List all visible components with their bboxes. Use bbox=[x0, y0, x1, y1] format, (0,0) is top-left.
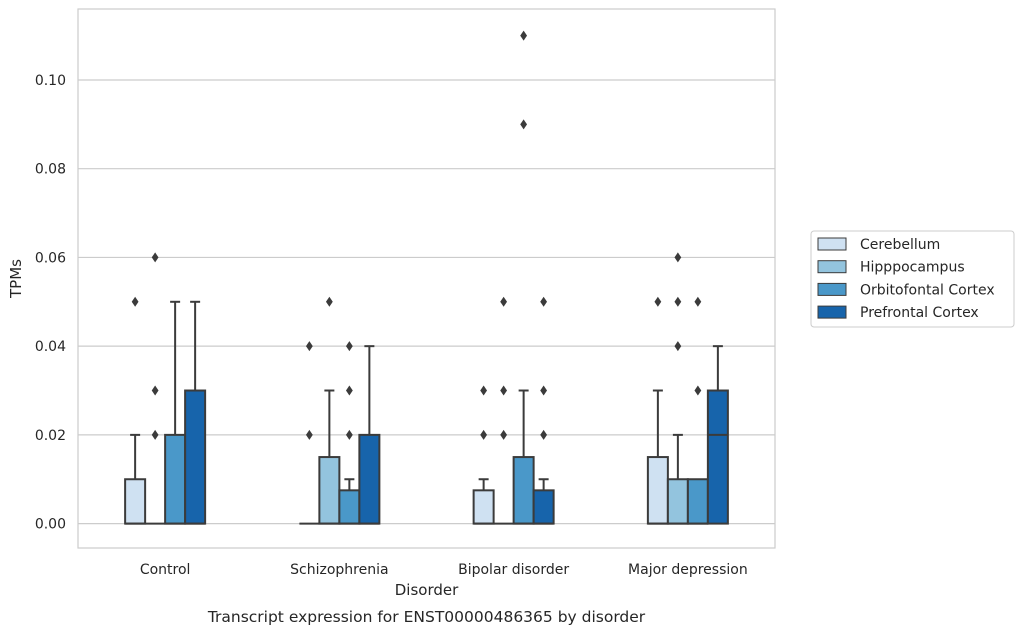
outlier-point bbox=[151, 252, 159, 263]
legend-label: Orbitofontal Cortex bbox=[860, 282, 995, 298]
box bbox=[532, 489, 555, 525]
outlier-point bbox=[520, 119, 528, 130]
outlier-point bbox=[151, 429, 159, 440]
x-tick-label: Schizophrenia bbox=[290, 562, 388, 578]
outlier-point bbox=[654, 296, 662, 307]
box-2-0 bbox=[164, 300, 187, 525]
box bbox=[512, 456, 535, 525]
box-0-3 bbox=[646, 296, 669, 525]
box-3-1 bbox=[358, 345, 381, 525]
outlier-point bbox=[540, 429, 548, 440]
box bbox=[358, 433, 381, 525]
legend-swatch bbox=[817, 282, 847, 296]
x-tick-label: Bipolar disorder bbox=[458, 562, 569, 578]
outlier-point bbox=[131, 296, 139, 307]
outlier-point bbox=[540, 296, 548, 307]
outlier-point bbox=[480, 385, 488, 396]
legend: Cerebellum Hipppocampus Orbitofontal Corte… bbox=[810, 230, 1015, 328]
plot-area bbox=[124, 30, 729, 525]
outlier-point bbox=[694, 296, 702, 307]
box bbox=[666, 478, 689, 525]
y-axis-ticks: 0.00 0.02 0.04 0.06 0.08 0.10 bbox=[35, 73, 66, 533]
chart-caption: Transcript expression for ENST0000048636… bbox=[207, 608, 646, 626]
outlier-point bbox=[674, 296, 682, 307]
outlier-point bbox=[151, 385, 159, 396]
box-0-1 bbox=[299, 341, 320, 525]
box-2-3 bbox=[686, 296, 709, 525]
legend-swatch bbox=[817, 305, 847, 319]
outlier-point bbox=[540, 385, 548, 396]
outlier-point bbox=[500, 385, 508, 396]
box-0-0 bbox=[124, 296, 147, 525]
box bbox=[164, 433, 187, 525]
box bbox=[646, 456, 669, 525]
legend-label: Prefrontal Cortex bbox=[860, 305, 979, 321]
legend-box bbox=[810, 230, 1015, 328]
box-0-2 bbox=[472, 385, 495, 525]
outlier-point bbox=[345, 385, 353, 396]
x-tick-label: Control bbox=[140, 562, 191, 578]
box-1-1 bbox=[318, 296, 341, 525]
y-tick-label: 0.02 bbox=[35, 428, 66, 444]
outlier-point bbox=[520, 30, 528, 41]
outlier-point bbox=[325, 296, 333, 307]
x-axis-ticks: Control Schizophrenia Bipolar disorder Majo… bbox=[140, 562, 748, 578]
box bbox=[472, 489, 495, 525]
y-tick-label: 0.08 bbox=[35, 162, 66, 178]
legend-label: Cerebellum bbox=[860, 237, 940, 253]
outlier-point bbox=[480, 429, 488, 440]
box-1-3 bbox=[666, 252, 689, 525]
y-tick-label: 0.10 bbox=[35, 73, 66, 89]
outlier-point bbox=[500, 296, 508, 307]
y-axis-label: TPMs bbox=[7, 259, 25, 299]
outlier-point bbox=[345, 341, 353, 352]
box bbox=[184, 389, 207, 525]
outlier-point bbox=[305, 429, 313, 440]
box bbox=[706, 389, 729, 525]
outlier-point bbox=[500, 429, 508, 440]
legend-label: Hipppocampus bbox=[860, 260, 965, 276]
x-axis-label: Disorder bbox=[395, 581, 459, 599]
x-tick-label: Major depression bbox=[628, 562, 748, 578]
box bbox=[686, 478, 709, 525]
legend-swatch bbox=[817, 237, 847, 251]
box bbox=[124, 478, 147, 525]
y-tick-label: 0.06 bbox=[35, 250, 66, 266]
plot-frame bbox=[77, 8, 776, 549]
box-1-0 bbox=[145, 252, 166, 525]
box-2-2 bbox=[512, 30, 535, 525]
box-3-3 bbox=[706, 345, 729, 525]
outlier-point bbox=[305, 341, 313, 352]
box bbox=[318, 456, 341, 525]
box-1-2 bbox=[493, 296, 514, 525]
box-3-0 bbox=[184, 300, 207, 525]
outlier-point bbox=[345, 429, 353, 440]
box bbox=[338, 489, 361, 525]
legend-swatch bbox=[817, 260, 847, 274]
box-3-2 bbox=[532, 296, 555, 525]
outlier-point bbox=[674, 341, 682, 352]
y-tick-label: 0.00 bbox=[35, 517, 66, 533]
outlier-point bbox=[674, 252, 682, 263]
y-tick-label: 0.04 bbox=[35, 339, 66, 355]
outlier-point bbox=[694, 385, 702, 396]
box-2-1 bbox=[338, 341, 361, 525]
